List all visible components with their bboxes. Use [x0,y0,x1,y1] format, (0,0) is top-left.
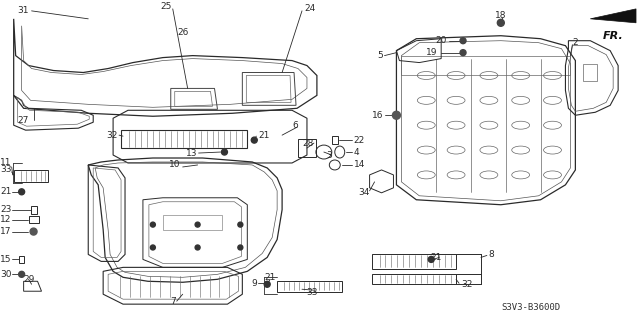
Text: 25: 25 [160,3,172,11]
Text: 9: 9 [252,279,257,288]
Text: 21: 21 [264,273,276,282]
Text: 16: 16 [372,111,383,120]
Circle shape [30,228,37,235]
Bar [19,256,24,263]
Text: 32: 32 [461,280,472,289]
Text: 19: 19 [426,48,437,57]
Circle shape [221,149,227,155]
Bar [29,216,38,223]
Text: 7: 7 [170,297,175,306]
Circle shape [19,189,24,195]
Text: 2: 2 [572,38,578,47]
Circle shape [252,137,257,143]
Text: 13: 13 [186,149,198,158]
Text: 17: 17 [0,227,12,236]
Circle shape [264,281,270,287]
Text: 3: 3 [326,151,332,160]
Text: 26: 26 [177,28,188,37]
Circle shape [195,222,200,227]
Text: 20: 20 [435,36,447,45]
Text: 21: 21 [0,187,12,196]
Text: 24: 24 [304,4,316,13]
Bar [332,136,338,144]
Text: 23: 23 [0,205,12,214]
Text: 29: 29 [24,275,35,284]
Circle shape [19,271,24,277]
Bar [583,63,597,81]
Text: 32: 32 [107,131,118,140]
Text: 21: 21 [259,131,269,140]
Text: S3V3-B3600D: S3V3-B3600D [501,303,560,312]
Circle shape [238,245,243,250]
Text: 34: 34 [358,188,369,197]
Text: 12: 12 [0,215,12,224]
Circle shape [150,245,156,250]
Text: 28: 28 [303,138,314,148]
Circle shape [238,222,243,227]
Circle shape [150,222,156,227]
Text: 15: 15 [0,255,12,264]
Text: 5: 5 [378,51,383,60]
Circle shape [497,19,504,26]
Text: 30: 30 [0,270,12,279]
Bar [31,206,36,214]
Text: 10: 10 [169,160,180,169]
Circle shape [460,38,466,44]
Circle shape [428,256,434,263]
Text: 8: 8 [488,250,493,259]
Text: 11: 11 [0,159,12,167]
Bar [298,139,316,157]
Text: 6: 6 [292,121,298,130]
Text: 14: 14 [354,160,365,169]
Polygon shape [590,9,636,23]
Text: 18: 18 [495,11,507,20]
Text: 22: 22 [354,136,365,145]
Text: 33: 33 [0,166,12,174]
Text: 33: 33 [306,288,317,297]
Circle shape [460,50,466,56]
Text: 4: 4 [354,148,359,157]
Text: 31: 31 [18,6,29,15]
Circle shape [195,245,200,250]
Text: 21: 21 [431,253,442,262]
Text: FR.: FR. [604,31,624,41]
Text: 27: 27 [18,116,29,125]
Circle shape [392,111,401,119]
